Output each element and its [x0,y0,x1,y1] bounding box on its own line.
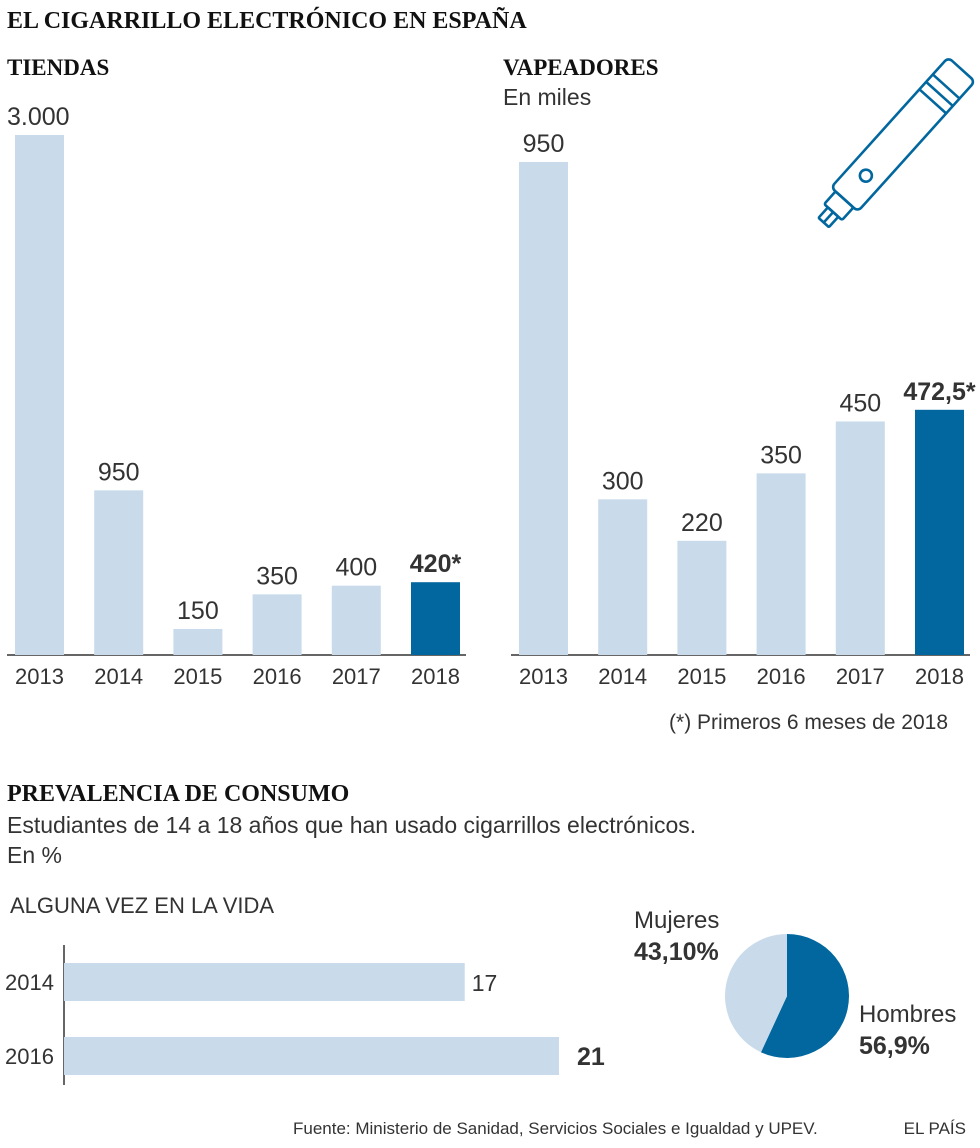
value-label-2016: 350 [256,562,298,590]
lifetime-bar-chart: 2014 17 2016 21 [5,945,605,1085]
tick-label-2016: 2016 [253,664,302,689]
tiendas-chart: TIENDAS 3.000 2013 950 2014 150 2015 350 2016 40… [7,55,466,689]
tick-label-2016: 2016 [757,664,806,689]
vapeadores-title: VAPEADORES [503,55,659,80]
value-label-2015: 220 [681,509,723,537]
prevalence-title: PREVALENCIA DE CONSUMO [7,781,349,807]
bar-2018 [915,409,964,655]
prevalence-subtitle: Estudiantes de 14 a 18 años que han usad… [7,812,696,838]
tick-label-2016: 2016 [5,1044,54,1069]
bar-2014 [94,490,144,655]
bar-2013 [519,162,568,655]
tick-label-2015: 2015 [173,664,222,689]
pie-label-mujeres: Mujeres [634,907,719,934]
value-label-2014: 17 [472,970,498,996]
value-label-2017: 450 [839,389,881,417]
pie-slice-mujeres [725,934,787,1053]
value-label-2013: 950 [523,130,565,158]
vapeadores-plot: 950 2013 300 2014 220 2015 350 2016 450 2017 472,5… [511,130,976,689]
pie-value-mujeres: 43,10% [634,938,719,966]
pie-value-hombres: 56,9% [859,1032,930,1060]
tick-label-2018: 2018 [411,664,460,689]
pie-label-hombres: Hombres [859,1001,956,1028]
bar-2018 [411,582,460,655]
prevalence-section: PREVALENCIA DE CONSUMO Estudiantes de 14… [5,781,956,1085]
tick-label-2014: 2014 [94,664,143,689]
brand-label: EL PAÍS [904,1119,966,1138]
value-label-2015: 150 [177,597,219,625]
vapeadores-subtitle: En miles [503,84,591,110]
prevalence-unit: En % [7,842,62,868]
bar-2013 [15,135,64,655]
tick-label-2013: 2013 [519,664,568,689]
source-note: Fuente: Ministerio de Sanidad, Servicios… [293,1119,818,1138]
value-label-2016: 350 [760,441,802,469]
value-label-2014: 300 [602,467,644,495]
tick-label-2017: 2017 [332,664,381,689]
value-label-2016: 21 [577,1043,605,1071]
tick-label-2017: 2017 [836,664,885,689]
tick-label-2014: 2014 [598,664,647,689]
bar-2016 [252,594,302,655]
bar-2014 [598,499,648,655]
value-label-2018: 420* [410,550,462,578]
bar-2015 [173,629,223,655]
pie-slice-hombres [760,934,850,1059]
page-title: EL CIGARRILLO ELECTRÓNICO EN ESPAÑA [7,7,527,34]
bar-2017 [835,421,885,655]
tick-label-2018: 2018 [915,664,964,689]
tiendas-title: TIENDAS [7,55,109,80]
e-cigarette-icon [817,58,975,229]
value-label-2013: 3.000 [7,103,70,131]
gender-pie-chart: Hombres 56,9% Mujeres 43,10% [634,907,956,1060]
bar-2016 [64,1037,559,1075]
vapeadores-chart: VAPEADORES En miles 950 2013 300 2014 220 201… [503,55,976,734]
bar-2017 [331,585,381,655]
tick-label-2014: 2014 [5,970,54,995]
bar-2014 [64,963,465,1001]
value-label-2014: 950 [98,458,140,486]
tick-label-2015: 2015 [677,664,726,689]
value-label-2017: 400 [335,554,377,582]
tiendas-plot: 3.000 2013 950 2014 150 2015 350 2016 400 2017 420… [7,103,466,689]
tick-label-2013: 2013 [15,664,64,689]
bar-2015 [677,540,727,655]
footnote: (*) Primeros 6 meses de 2018 [669,711,948,734]
lifetime-title: ALGUNA VEZ EN LA VIDA [10,893,274,918]
bar-2016 [756,473,806,655]
value-label-2018: 472,5* [903,378,976,406]
